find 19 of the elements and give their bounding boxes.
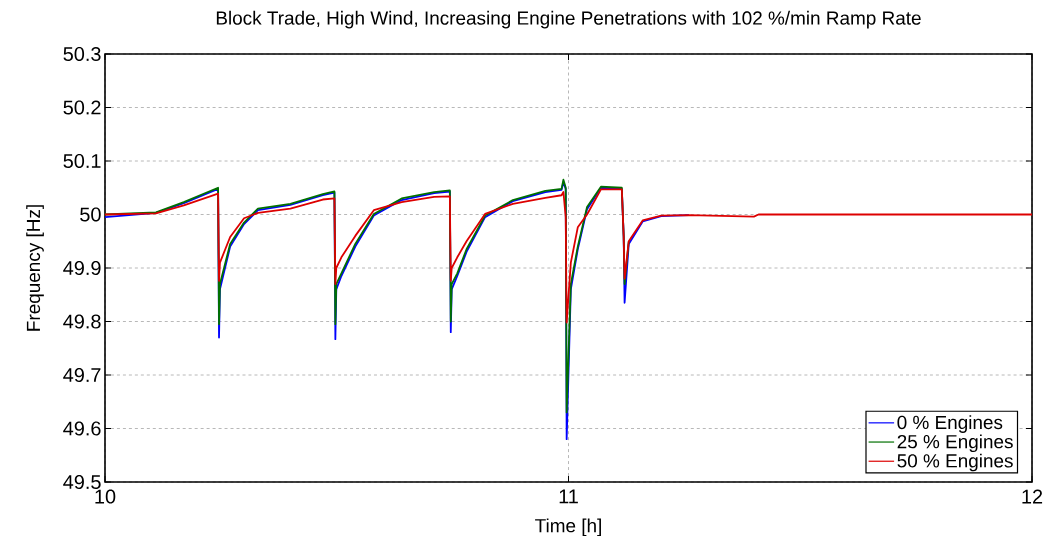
y-tick-label: 49.6 <box>63 421 101 436</box>
x-tick-label: 10 <box>95 489 116 504</box>
y-tick-label: 50 <box>80 207 101 222</box>
y-tick-label: 50.1 <box>63 153 101 169</box>
chart-title: Block Trade, High Wind, Increasing Engine Penetrations with 102 %/min Ramp Rate <box>216 10 921 29</box>
x-tick-label: 11 <box>559 489 578 504</box>
y-tick-label: 49.5 <box>63 474 101 490</box>
y-tick-label: 49.8 <box>63 314 101 329</box>
y-axis-title: Frequency [Hz] <box>26 205 44 331</box>
line-series <box>105 188 1033 324</box>
y-tick-label: 49.7 <box>63 367 101 383</box>
legend-label: 50 % Engines <box>897 453 1013 472</box>
y-tick-label: 50.3 <box>63 46 101 62</box>
y-tick-label: 49.9 <box>63 260 101 276</box>
x-tick-label: 12 <box>1022 489 1043 504</box>
x-axis-title: Time [h] <box>535 518 601 537</box>
legend-label: 25 % Engines <box>897 434 1013 453</box>
y-tick-label: 50.2 <box>63 100 101 115</box>
legend-label: 0 % Engines <box>897 415 1003 433</box>
